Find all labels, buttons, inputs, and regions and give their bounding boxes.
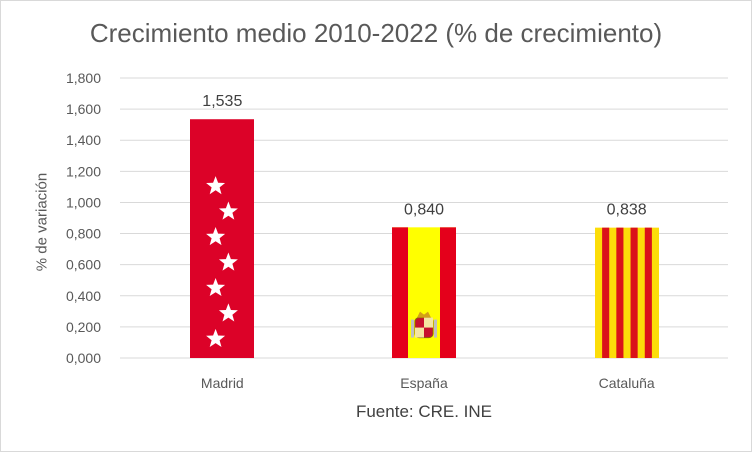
bar-stripe	[644, 227, 652, 358]
bar-fill	[190, 119, 254, 358]
y-tick-label: 1,600	[66, 101, 101, 117]
coat-of-arms-icon	[411, 311, 437, 339]
bar-madrid	[190, 119, 254, 358]
y-tick-label: 0,600	[66, 257, 101, 273]
data-label: 1,535	[202, 93, 242, 110]
x-tick-label: España	[400, 375, 448, 391]
y-tick-label: 1,800	[66, 70, 101, 86]
star-icon	[218, 201, 238, 220]
star-icon	[206, 176, 226, 195]
data-label: 0,838	[607, 202, 647, 219]
bar-stripe	[392, 227, 408, 358]
star-icon	[206, 278, 226, 296]
star-icon	[206, 328, 226, 347]
y-tick-label: 0,400	[66, 288, 101, 304]
bar-stripe	[616, 227, 624, 358]
source-note: Fuente: CRE. INE	[355, 402, 493, 421]
y-tick-label: 0,800	[66, 226, 101, 242]
y-tick-label: 1,000	[66, 194, 101, 210]
coat-pillar	[411, 319, 414, 338]
bar-stripe	[440, 227, 456, 358]
y-tick-label: 0,200	[66, 319, 101, 335]
data-label: 0,840	[404, 201, 444, 218]
x-tick-label: Cataluña	[599, 375, 655, 391]
y-tick-label: 1,400	[66, 132, 101, 148]
x-tick-label: Madrid	[201, 375, 244, 391]
chart-title: Crecimiento medio 2010-2022 (% de crecim…	[89, 18, 663, 48]
y-tick-label: 1,200	[66, 163, 101, 179]
y-tick-label: 0,000	[66, 350, 101, 366]
bar-cataluña	[595, 227, 659, 358]
star-icon	[218, 303, 238, 322]
coat-crown	[417, 311, 431, 318]
star-icon	[218, 252, 238, 271]
coat-quarter	[424, 317, 433, 328]
star-icon	[206, 227, 226, 246]
bar-stripe	[602, 227, 610, 358]
coat-quarter	[415, 327, 424, 338]
coat-pillar	[434, 319, 437, 338]
bar-stripe	[630, 227, 638, 358]
bar-españa	[392, 227, 456, 358]
